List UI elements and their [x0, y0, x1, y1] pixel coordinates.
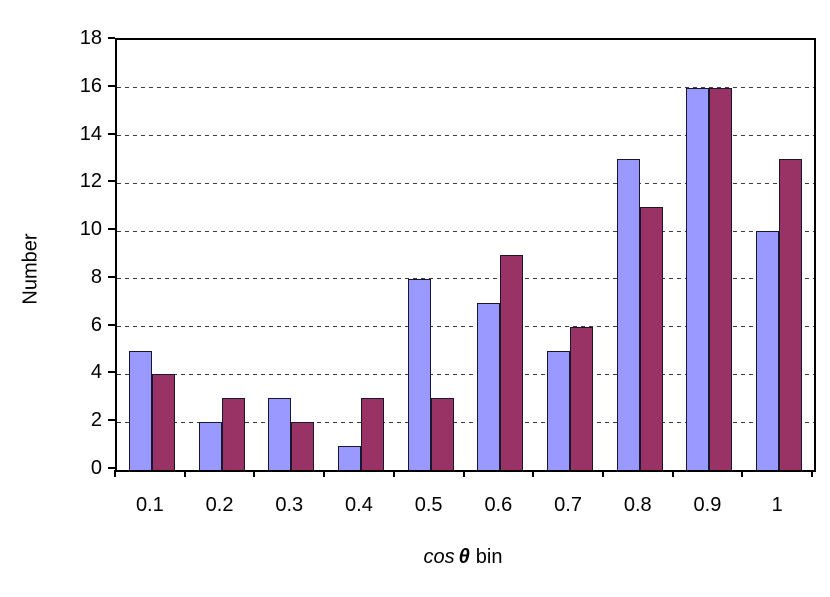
- bar-blue-0.1: [128, 351, 152, 470]
- x-axis-tick-5: [462, 470, 465, 477]
- bar-maroon-0.7: [570, 327, 594, 470]
- y-tick-label-10: 10: [79, 218, 102, 241]
- bar-blue-0.9: [686, 88, 710, 470]
- y-tick-label-14: 14: [79, 122, 102, 145]
- bar-blue-1: [756, 231, 780, 470]
- y-axis-tick-6: [108, 323, 115, 326]
- y-axis-title: Number: [20, 233, 43, 304]
- x-axis-title-bin: bin: [475, 546, 503, 568]
- x-tick-label-0.8: 0.8: [623, 494, 652, 516]
- bar-blue-0.3: [268, 398, 292, 470]
- x-tick-label-1: 1: [771, 494, 783, 516]
- bar-blue-0.2: [198, 422, 222, 470]
- x-tick-label-0.9: 0.9: [693, 494, 722, 516]
- x-axis-tick-3: [323, 470, 326, 477]
- gridline-4: [117, 373, 814, 375]
- bar-maroon-0.1: [151, 374, 175, 470]
- bar-maroon-0.6: [500, 255, 524, 470]
- x-axis-tick-7: [601, 470, 604, 477]
- bar-blue-0.7: [547, 351, 571, 470]
- x-axis-tick-9: [741, 470, 744, 477]
- bar-maroon-1: [779, 159, 803, 470]
- gridline-8: [117, 278, 814, 280]
- x-axis-tick-2: [253, 470, 256, 477]
- y-axis-tick-10: [108, 228, 115, 231]
- y-tick-label-4: 4: [90, 361, 102, 384]
- x-axis-title-theta: θ: [458, 546, 470, 568]
- bar-maroon-0.4: [360, 398, 384, 470]
- x-tick-label-0.4: 0.4: [345, 494, 373, 516]
- x-axis-tick-6: [532, 470, 535, 477]
- gridline-10: [117, 230, 814, 232]
- bar-maroon-0.2: [221, 398, 245, 470]
- gridline-12: [117, 182, 814, 184]
- bar-blue-0.6: [477, 303, 501, 470]
- y-tick-label-12: 12: [79, 170, 102, 193]
- x-tick-label-0.3: 0.3: [275, 494, 304, 516]
- bar-maroon-0.3: [291, 422, 315, 470]
- y-tick-label-6: 6: [90, 313, 102, 336]
- x-tick-label-0.5: 0.5: [414, 494, 443, 516]
- y-axis-title-label: Number: [19, 233, 42, 305]
- gridline-2: [117, 421, 814, 423]
- y-tick-label-2: 2: [90, 409, 102, 432]
- x-axis-title: cos θ bin: [424, 546, 503, 569]
- x-tick-label-0.1: 0.1: [135, 494, 164, 516]
- y-axis-tick-18: [108, 37, 115, 39]
- x-tick-label-0.2: 0.2: [205, 494, 234, 516]
- y-axis-tick-4: [108, 371, 115, 374]
- y-tick-label-16: 16: [79, 74, 102, 97]
- y-tick-label-0: 0: [90, 457, 102, 479]
- y-axis-tick-12: [108, 180, 115, 183]
- y-axis-tick-2: [108, 419, 115, 422]
- gridline-6: [117, 326, 814, 328]
- x-tick-label-0.6: 0.6: [484, 494, 513, 516]
- bar-blue-0.5: [407, 279, 431, 470]
- bar-maroon-0.9: [709, 88, 733, 470]
- bar-maroon-0.5: [430, 398, 454, 470]
- x-axis-tick-8: [671, 470, 674, 477]
- plot-area: [115, 38, 816, 472]
- x-axis-tick-10: [811, 470, 813, 477]
- x-axis-tick-1: [183, 470, 186, 477]
- y-tick-label-18: 18: [79, 27, 102, 49]
- x-tick-label-0.7: 0.7: [554, 494, 582, 516]
- bar-maroon-0.8: [639, 207, 663, 470]
- y-axis-tick-0: [108, 467, 115, 469]
- gridline-14: [117, 135, 814, 137]
- x-axis-title-cos: cos: [423, 546, 455, 568]
- bar-blue-0.8: [616, 159, 640, 470]
- y-tick-label-8: 8: [90, 265, 102, 288]
- x-axis-tick-0: [114, 470, 116, 477]
- bar-blue-0.4: [337, 446, 361, 470]
- y-axis-tick-14: [108, 132, 115, 135]
- x-axis-tick-4: [392, 470, 395, 477]
- y-axis-tick-8: [108, 275, 115, 278]
- gridline-16: [117, 87, 814, 89]
- y-axis-tick-16: [108, 84, 115, 87]
